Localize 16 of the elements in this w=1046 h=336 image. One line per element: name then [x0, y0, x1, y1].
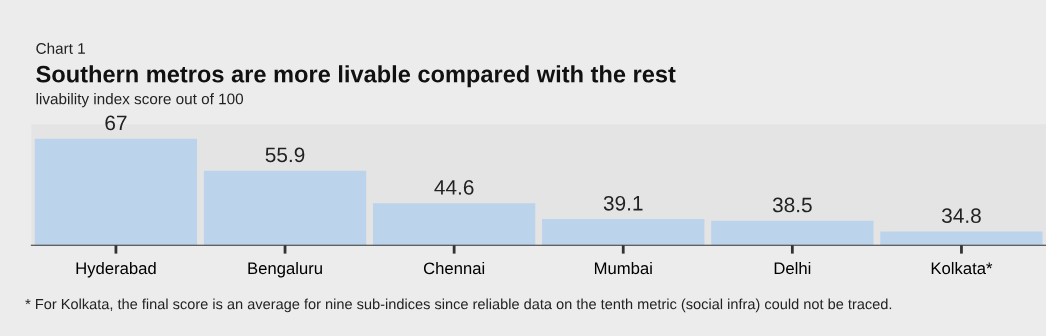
text: * For Kolkata, the final score is an average for nine sub-indices since reliable data on the tenth metric (social infra) could not be traced. — [25, 298, 892, 313]
x-tick-label: Bengaluru — [248, 261, 322, 278]
x-tick-label: Hyderabad — [76, 261, 156, 278]
data-label: 39.1 — [603, 195, 643, 211]
caption: Chart 1 — [36, 42, 85, 54]
data-label: 38.5 — [772, 197, 812, 213]
data-label: 34.8 — [941, 208, 981, 224]
x-tick-label: Chennai — [423, 261, 485, 275]
x-tick-label: Delhi — [774, 261, 811, 275]
chart-title: Southern metros are more livable compared with the rest — [36, 65, 676, 88]
data-label: 55.9 — [265, 147, 305, 163]
chart-subtitle: livability index score out of 100 — [36, 93, 244, 108]
data-label: 67 — [105, 115, 127, 131]
x-tick-label: Kolkata* — [931, 261, 993, 275]
data-label: 44.6 — [434, 180, 474, 195]
x-tick-label: Mumbai — [594, 261, 652, 275]
